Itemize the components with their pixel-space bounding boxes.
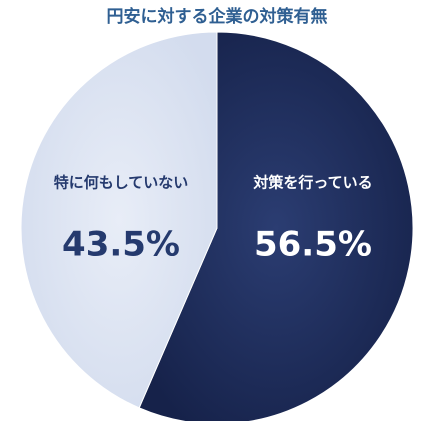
value-label: 43.5% (62, 225, 180, 265)
pie-slice (20, 31, 218, 409)
value-label: 56.5% (254, 225, 372, 265)
slice-label: 特に何もしていない (54, 174, 189, 192)
slice-label: 対策を行っている (252, 174, 372, 192)
pie-slice (138, 31, 414, 421)
chart-title: 円安に対する企業の対策有無 (107, 6, 328, 27)
